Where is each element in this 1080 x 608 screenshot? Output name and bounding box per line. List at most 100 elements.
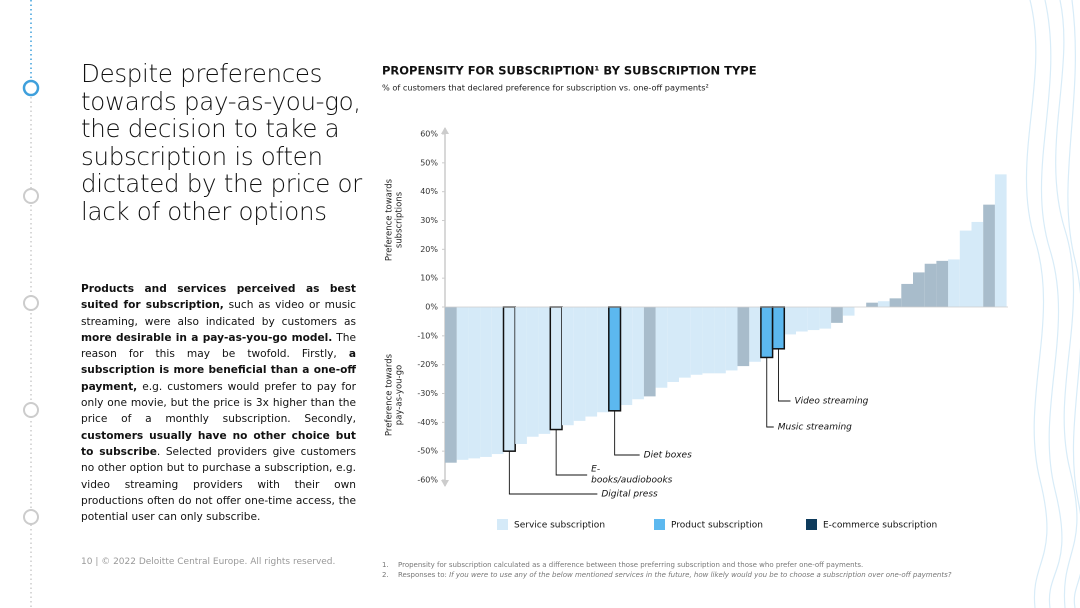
bar — [468, 307, 481, 459]
leader-line — [508, 451, 598, 495]
bar — [480, 307, 492, 457]
bar — [456, 307, 469, 460]
bar — [983, 204, 995, 307]
y-tick-label: 50% — [420, 158, 438, 167]
y-tick-label: 60% — [420, 130, 438, 139]
y-axis-arrow — [441, 480, 449, 487]
bar — [515, 307, 527, 444]
y-axis-label: Preference towards — [385, 178, 395, 261]
legend-label: E-commerce subscription — [823, 521, 937, 531]
bar — [667, 307, 679, 382]
bar — [585, 307, 598, 417]
bar — [994, 174, 1007, 307]
y-axis-label: subscriptions — [395, 191, 405, 248]
bar — [655, 307, 668, 388]
bar — [866, 302, 878, 307]
paragraph-segment: more desirable in a pay-as-you-go model. — [81, 331, 333, 344]
footnote-segment: 2. — [382, 571, 389, 579]
footnote-segment: 1. — [382, 561, 389, 569]
bar — [807, 307, 820, 331]
bar — [819, 307, 832, 329]
y-tick-label: -50% — [417, 447, 438, 456]
bar — [491, 307, 504, 455]
bar — [632, 307, 644, 400]
timeline — [22, 0, 40, 608]
bar — [562, 307, 574, 426]
bar — [784, 307, 796, 335]
bar — [573, 307, 586, 421]
y-tick-label: 0% — [425, 303, 438, 312]
paragraph-segment: Products and services perceived as best … — [81, 283, 356, 312]
bar — [948, 259, 960, 307]
y-tick-label: 30% — [420, 216, 438, 225]
bar — [549, 306, 563, 431]
y-axis-arrow — [441, 127, 449, 134]
y-tick-label: -60% — [417, 476, 438, 485]
bar — [971, 221, 984, 307]
bar — [445, 307, 457, 463]
bar — [924, 263, 937, 307]
annotation: Music streaming — [778, 423, 852, 433]
bar — [608, 306, 622, 412]
bar — [936, 260, 949, 307]
bar — [796, 307, 808, 332]
paragraph: Products and services perceived as best … — [81, 281, 356, 525]
paragraph-segment: a subscription is more beneficial than a… — [81, 348, 356, 393]
footnote: 1. Propensity for subscription calculated… — [382, 561, 863, 569]
paragraph-segment: e.g. customers would prefer to pay for o… — [81, 380, 356, 426]
paragraph-segment: . Selected providers give customers no o… — [81, 445, 357, 524]
bar — [620, 307, 633, 406]
legend-label: Product subscription — [671, 521, 763, 531]
footnote: 2. Responses to: If you were to use any o… — [382, 571, 952, 579]
bar — [913, 272, 925, 307]
footer: 10 | © 2022 Deloitte Central Europe. All… — [81, 557, 336, 567]
bar — [725, 307, 738, 371]
bar — [643, 307, 656, 397]
y-tick-label: -40% — [417, 418, 438, 427]
bar — [901, 283, 913, 307]
annotation: Video streaming — [794, 397, 868, 407]
wave-decoration — [1025, 0, 1080, 608]
bar — [831, 307, 843, 323]
leader-line — [555, 429, 588, 476]
heading: Despite preferences towards pay-as-you-g… — [81, 59, 362, 226]
leader-line — [614, 410, 640, 456]
bar — [877, 301, 890, 307]
y-tick-label: 20% — [420, 245, 438, 254]
leader-line — [778, 348, 791, 402]
leader-line — [766, 357, 774, 428]
legend-swatch — [497, 519, 508, 530]
bar — [749, 307, 761, 362]
chart-subtitle: % of customers that declared preference … — [382, 83, 709, 93]
bar — [597, 307, 609, 413]
bar — [889, 298, 902, 307]
y-axis-label: pay-as-you-go — [395, 365, 405, 425]
bar — [702, 307, 715, 374]
y-tick-label: 10% — [420, 274, 438, 283]
bar — [737, 307, 750, 367]
bar — [959, 230, 972, 307]
y-tick-label: 40% — [420, 187, 438, 196]
bar — [526, 307, 539, 437]
annotation: Diet boxes — [644, 451, 692, 461]
y-tick-label: -10% — [417, 331, 438, 340]
paragraph-segment: The reason for this may be twofold. Firs… — [81, 331, 356, 361]
footnote-segment: Propensity for subscription calculated a… — [398, 561, 863, 569]
y-tick-label: -30% — [417, 389, 438, 398]
paragraph-segment: customers usually have no other choice b… — [81, 429, 356, 458]
bar — [679, 307, 691, 378]
bar — [760, 306, 774, 359]
legend-swatch — [654, 519, 665, 530]
bar — [502, 306, 516, 452]
bar — [771, 306, 786, 350]
legend-label: Service subscription — [514, 521, 605, 531]
legend-swatch — [806, 519, 817, 530]
paragraph-segment: such as video or music streaming, were a… — [81, 299, 357, 328]
footnote-segment: Responses to: — [398, 571, 449, 579]
bar — [690, 307, 703, 375]
chart-title: PROPENSITY FOR SUBSCRIPTION¹ BY SUBSCRIP… — [382, 64, 757, 78]
bar — [714, 307, 726, 374]
annotation: E- — [591, 465, 600, 475]
